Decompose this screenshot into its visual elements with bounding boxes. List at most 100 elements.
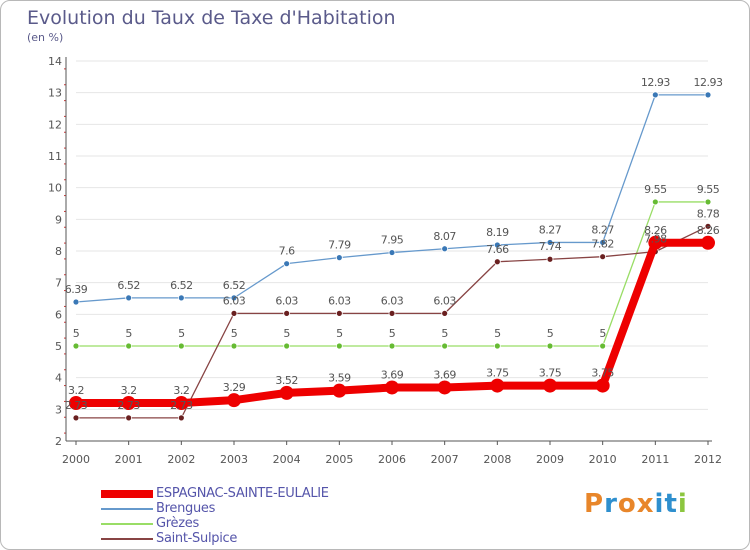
x-tick-label: 2001	[115, 453, 143, 466]
data-label: 5	[178, 327, 185, 340]
y-tick-label: 2	[55, 435, 62, 448]
series-point-2	[493, 342, 501, 350]
x-tick-label: 2002	[167, 453, 195, 466]
x-tick-label: 2000	[62, 453, 90, 466]
data-label: 9.55	[644, 183, 667, 196]
series-point-3	[230, 309, 238, 317]
series-point-2	[599, 342, 607, 350]
series-point-0	[490, 378, 505, 393]
data-label: 7.74	[539, 240, 562, 253]
data-label: 3.75	[486, 367, 509, 380]
data-label: 2.73	[117, 399, 140, 412]
series-point-1	[388, 249, 396, 256]
series-point-2	[388, 342, 396, 350]
data-label: 5	[441, 327, 448, 340]
data-label: 3.59	[328, 372, 351, 385]
data-label: 6.39	[65, 283, 88, 296]
data-label: 5	[389, 327, 396, 340]
legend-label: ESPAGNAC-SAINTE-EULALIE	[156, 486, 329, 501]
data-label: 5	[336, 327, 343, 340]
y-tick-label: 13	[48, 87, 62, 100]
data-label: 3.75	[591, 367, 614, 380]
data-label: 5	[494, 327, 501, 340]
x-tick-label: 2003	[220, 453, 248, 466]
series-point-2	[651, 198, 659, 206]
series-point-1	[651, 91, 659, 99]
series-point-0	[385, 380, 399, 395]
series-point-2	[125, 342, 133, 350]
data-label: 5	[73, 327, 80, 340]
data-label: 6.03	[433, 294, 456, 307]
chart-subtitle: (en %)	[27, 31, 64, 44]
data-label: 6.52	[170, 279, 193, 292]
series-point-1	[125, 294, 133, 302]
series-point-0	[543, 378, 557, 393]
brand-letter: o	[617, 489, 637, 519]
data-label: 3.52	[275, 374, 298, 387]
data-label: 6.03	[328, 294, 351, 307]
data-label: 8.26	[697, 224, 720, 237]
legend-label: Grèzes	[156, 516, 199, 531]
series-point-0	[437, 380, 452, 395]
series-point-1	[177, 294, 185, 302]
data-label: 7.6	[279, 245, 295, 258]
data-label: 7.98	[644, 233, 667, 246]
y-tick-label: 4	[55, 372, 62, 385]
series-point-3	[388, 309, 396, 317]
series-point-0	[332, 383, 347, 398]
data-label: 8.19	[486, 226, 509, 239]
series-point-3	[493, 258, 501, 266]
series-point-1	[493, 241, 501, 249]
y-tick-label: 3	[55, 403, 62, 416]
brand-letter: x	[636, 489, 655, 519]
y-tick-label: 6	[55, 308, 62, 321]
series-point-2	[335, 342, 343, 350]
series-point-3	[335, 309, 343, 317]
brand-letter: r	[604, 489, 618, 519]
series-point-2	[177, 342, 185, 350]
data-label: 9.55	[697, 183, 720, 196]
data-label: 8.27	[539, 223, 562, 236]
data-label: 12.93	[694, 76, 723, 89]
chart-title: Evolution du Taux de Taxe d'Habitation	[27, 7, 396, 29]
x-tick-label: 2011	[641, 453, 669, 466]
series-point-0	[279, 385, 294, 400]
data-label: 2.73	[65, 399, 88, 412]
data-label: 3.69	[381, 368, 404, 381]
data-label: 5	[547, 327, 554, 340]
data-label: 5	[231, 327, 238, 340]
brand-letter: i	[654, 489, 665, 519]
legend-swatch	[101, 507, 153, 510]
series-point-2	[230, 342, 238, 350]
data-label: 3.29	[223, 381, 246, 394]
series-point-3	[599, 253, 607, 261]
series-point-0	[69, 396, 83, 410]
y-tick-label: 12	[48, 118, 62, 131]
brand-letter: i	[677, 489, 688, 519]
data-label: 3.69	[433, 368, 456, 381]
data-label: 6.03	[275, 294, 298, 307]
data-label: 8.07	[433, 230, 456, 243]
legend-swatch	[101, 522, 153, 525]
series-point-1	[283, 260, 291, 268]
data-label: 7.95	[381, 234, 404, 247]
x-tick-label: 2004	[273, 453, 301, 466]
series-point-2	[546, 342, 554, 350]
data-label: 5	[125, 327, 132, 340]
data-label: 6.52	[117, 279, 140, 292]
series-point-3	[177, 414, 185, 422]
y-tick-label: 10	[48, 182, 62, 195]
legend-swatch	[101, 537, 153, 540]
series-line-1	[75, 94, 708, 303]
brand-logo: Proxiti	[584, 489, 688, 519]
series-point-1	[230, 294, 238, 302]
y-tick-label: 11	[48, 150, 62, 163]
y-tick-label: 7	[55, 277, 62, 290]
data-label: 7.82	[591, 238, 614, 251]
data-label: 5	[599, 327, 606, 340]
data-label: 3.2	[173, 384, 189, 397]
brand-letter: P	[584, 489, 605, 519]
series-point-2	[704, 198, 712, 206]
series-point-3	[283, 309, 291, 317]
